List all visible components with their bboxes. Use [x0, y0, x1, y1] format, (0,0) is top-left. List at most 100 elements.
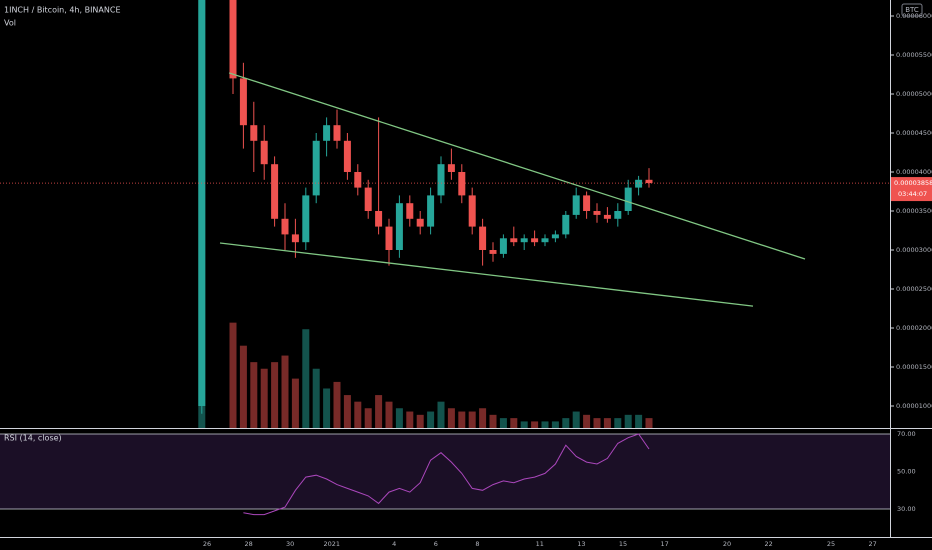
volume-bar: [250, 362, 258, 428]
volume-bar: [260, 368, 268, 428]
candle-body: [364, 187, 372, 211]
candle-body: [551, 234, 559, 239]
volume-bar: [458, 411, 466, 428]
y-tick-label: 0.00003500: [896, 207, 932, 215]
candle-body: [239, 78, 247, 126]
candle-body: [198, 0, 206, 407]
volume-bar: [510, 418, 518, 428]
y-tick-label: 0.00005000: [896, 90, 932, 98]
candle-body: [333, 125, 341, 141]
volume-bar: [603, 418, 611, 428]
y-tick-label: 0.00001000: [896, 402, 932, 410]
x-tick-label: 28: [244, 540, 252, 548]
volume-bar: [239, 345, 247, 428]
currency-box[interactable]: [901, 3, 923, 17]
volume-bar: [562, 418, 570, 428]
candle-body: [510, 238, 518, 243]
candle-body: [427, 195, 435, 227]
rsi-tick-label: 30.00: [897, 505, 916, 513]
candle-body: [250, 125, 258, 141]
candle-body: [385, 226, 393, 250]
candle-body: [562, 214, 570, 235]
rsi-line: [243, 433, 650, 516]
last-price-tag: [891, 177, 932, 202]
candle-body: [354, 171, 362, 188]
candle-body: [302, 195, 310, 243]
volume-bar: [479, 408, 487, 428]
candle-body: [406, 203, 414, 219]
rsi-title: RSI (14, close): [4, 434, 62, 443]
volume-bar: [323, 388, 331, 428]
volume-bar: [271, 362, 279, 428]
x-tick-label: 2021: [324, 540, 341, 548]
x-tick-label: 25: [827, 540, 835, 548]
volume-bar: [447, 408, 455, 428]
volume-bar: [645, 418, 653, 428]
volume-bar: [531, 421, 539, 428]
x-tick-label: 17: [660, 540, 668, 548]
candle-body: [603, 214, 611, 219]
volume-bar: [541, 421, 549, 428]
volume-bar: [624, 414, 632, 428]
volume-bar: [583, 414, 591, 428]
candle-body: [645, 179, 653, 184]
trendline: [228, 72, 806, 260]
x-tick-label: 27: [868, 540, 876, 548]
candle-body: [291, 234, 299, 243]
candle-body: [229, 0, 237, 79]
candle-body: [468, 195, 476, 227]
volume-bar: [437, 401, 445, 428]
x-tick-label: 13: [577, 540, 585, 548]
rsi-band: [0, 433, 890, 510]
rsi-pane: [0, 433, 890, 516]
volume-bar: [635, 414, 643, 428]
volume-bar: [312, 368, 320, 428]
x-tick-label: 15: [619, 540, 627, 548]
volume-bar: [291, 378, 299, 428]
y-tick-label: 0.00004000: [896, 168, 932, 176]
x-tick-label: 20: [723, 540, 731, 548]
candle-body: [437, 164, 445, 196]
volume-label: Vol: [4, 19, 16, 28]
x-tick-label: 26: [203, 540, 211, 548]
candle-body: [583, 195, 591, 211]
candle-body: [343, 140, 351, 172]
volume-bar: [395, 408, 403, 428]
x-tick-label: 4: [392, 540, 396, 548]
volume-bar: [551, 421, 559, 428]
candle-body: [375, 210, 383, 227]
candle-body: [572, 195, 580, 215]
candle-body: [541, 238, 549, 243]
x-tick-label: 11: [536, 540, 544, 548]
candle-body: [395, 203, 403, 250]
volume-bar: [572, 411, 580, 428]
candle-body: [312, 140, 320, 196]
last-price-label: 0.00003858: [894, 179, 932, 187]
candle-body: [458, 171, 466, 196]
candle-body: [260, 140, 268, 165]
currency[interactable]: BTC: [905, 6, 919, 14]
y-tick-label: 0.00005500: [896, 51, 932, 59]
symbol-title: 1INCH / Bitcoin, 4h, BINANCE: [4, 6, 121, 15]
y-tick-label: 0.00003000: [896, 246, 932, 254]
y-tick-label: 0.00002500: [896, 285, 932, 293]
x-tick-label: 30: [286, 540, 294, 548]
candle-body: [489, 249, 497, 254]
trendline: [219, 242, 754, 307]
volume-bar: [499, 418, 507, 428]
rsi-tick-label: 70.00: [897, 430, 916, 438]
volume-bar: [406, 411, 414, 428]
y-tick-label: 0.00002000: [896, 324, 932, 332]
volume-bar: [354, 401, 362, 428]
volume-bar: [427, 411, 435, 428]
volume-bar: [333, 381, 341, 428]
volume-bar: [520, 421, 528, 428]
candle-body: [635, 179, 643, 188]
candle-body: [323, 125, 331, 141]
candle-body: [520, 238, 528, 243]
candle-body: [531, 238, 539, 243]
candle-body: [447, 164, 455, 172]
candle-body: [479, 226, 487, 250]
candle-body: [614, 210, 622, 219]
